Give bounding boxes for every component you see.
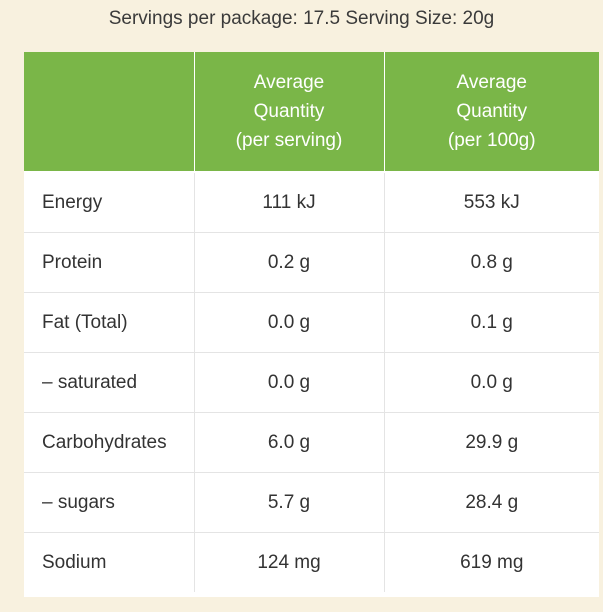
table-row: Sodium 124 mg 619 mg [24, 532, 599, 592]
nutrient-name: – saturated [24, 352, 195, 413]
per-serving-value: 0.0 g [194, 352, 385, 413]
header-per-serving-line-3: (per serving) [235, 130, 343, 151]
servings-caption: Servings per package: 17.5 Serving Size:… [108, 8, 495, 29]
table-row: – saturated 0.0 g 0.0 g [24, 352, 599, 413]
header-per-serving: Average Quantity (per serving) [194, 52, 385, 173]
per-100g-value: 29.9 g [384, 412, 599, 473]
nutrient-name: Sodium [24, 532, 195, 592]
nutrient-name: Energy [24, 172, 195, 233]
header-per-100g-line-1: Average [456, 72, 527, 93]
nutrient-name: Carbohydrates [24, 412, 195, 473]
header-per-100g-line-3: (per 100g) [447, 130, 536, 151]
table-row: Protein 0.2 g 0.8 g [24, 232, 599, 293]
per-serving-value: 111 kJ [194, 172, 385, 233]
table-row: Carbohydrates 6.0 g 29.9 g [24, 412, 599, 473]
header-per-serving-line-2: Quantity [253, 101, 325, 122]
nutrition-table: Average Quantity (per serving) Average Q… [24, 52, 599, 592]
per-serving-value: 124 mg [194, 532, 385, 592]
table-row: Fat (Total) 0.0 g 0.1 g [24, 292, 599, 353]
nutrient-name: Protein [24, 232, 195, 293]
header-row: Average Quantity (per serving) Average Q… [24, 52, 599, 173]
per-serving-value: 5.7 g [194, 472, 385, 533]
nutrient-name: Fat (Total) [24, 292, 195, 353]
per-100g-value: 553 kJ [384, 172, 599, 233]
per-100g-value: 0.1 g [384, 292, 599, 353]
nutrient-name: – sugars [24, 472, 195, 533]
per-100g-value: 28.4 g [384, 472, 599, 533]
nutrition-panel: Average Quantity (per serving) Average Q… [24, 52, 599, 597]
per-serving-value: 6.0 g [194, 412, 385, 473]
table-row: Energy 111 kJ 553 kJ [24, 172, 599, 233]
table-row: – sugars 5.7 g 28.4 g [24, 472, 599, 533]
per-100g-value: 0.0 g [384, 352, 599, 413]
header-nutrient [24, 52, 195, 173]
per-100g-value: 619 mg [460, 551, 524, 573]
header-per-100g-line-2: Quantity [456, 101, 528, 122]
header-per-100g: Average Quantity (per 100g) [384, 52, 599, 173]
per-100g-value: 0.8 g [384, 232, 599, 293]
per-serving-value: 0.2 g [194, 232, 385, 293]
per-serving-value: 0.0 g [194, 292, 385, 353]
header-per-serving-line-1: Average [253, 72, 325, 93]
